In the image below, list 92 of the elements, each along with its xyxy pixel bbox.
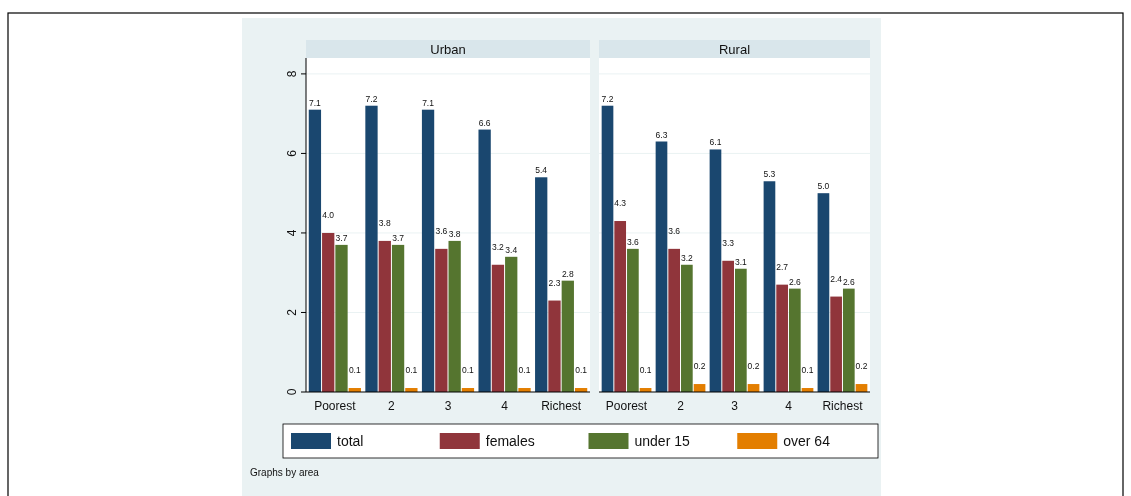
- legend-label: total: [337, 433, 364, 449]
- bar: [448, 240, 461, 392]
- data-label: 2.6: [788, 276, 801, 287]
- x-tick-label: Richest: [822, 399, 864, 413]
- bar: [817, 193, 830, 392]
- bar: [365, 105, 378, 392]
- data-label: 0.2: [747, 361, 760, 372]
- legend-label: females: [485, 433, 535, 449]
- data-label: 6.3: [655, 129, 668, 140]
- bar: [322, 232, 335, 392]
- x-tick-label: Poorest: [314, 399, 357, 413]
- bar: [505, 256, 518, 392]
- data-label: 3.6: [626, 236, 640, 247]
- data-label: 2.7: [776, 261, 789, 272]
- bar: [614, 221, 627, 392]
- bar: [681, 264, 693, 392]
- data-label: 3.8: [448, 228, 461, 239]
- text: Graphs by area: [250, 467, 320, 478]
- data-label: 5.3: [763, 169, 776, 180]
- x-tick-label: 2: [388, 399, 396, 413]
- legend-label: over 64: [783, 433, 831, 449]
- data-label: 0.1: [462, 365, 475, 376]
- data-label: 5.0: [817, 181, 830, 192]
- bar: [378, 240, 391, 392]
- x-tick-label: Richest: [541, 399, 582, 413]
- bar: [709, 149, 722, 392]
- bar: [842, 288, 855, 392]
- bar: [830, 296, 842, 392]
- bar: [308, 109, 322, 392]
- data-label: 3.4: [505, 244, 518, 255]
- bar: [491, 264, 505, 392]
- data-label: 3.7: [392, 232, 405, 243]
- data-label: 0.2: [855, 361, 868, 372]
- x-tick-label: 3: [731, 399, 739, 413]
- bar: [763, 181, 776, 392]
- data-label: 3.2: [680, 252, 694, 263]
- data-label: 7.2: [601, 93, 614, 104]
- bar: [627, 248, 639, 392]
- data-label: 3.7: [335, 232, 348, 243]
- data-label: 7.2: [365, 93, 378, 104]
- legend-label: under 15: [634, 433, 690, 449]
- data-label: 3.2: [492, 241, 505, 252]
- bar: [478, 129, 491, 392]
- x-tick-label: 4: [785, 399, 793, 413]
- bar: [561, 280, 574, 392]
- x-tick-label: 4: [501, 399, 509, 413]
- y-tick-label: 4: [285, 229, 299, 237]
- bar: [788, 288, 801, 392]
- bar: [435, 248, 448, 392]
- data-label: 7.1: [422, 97, 435, 108]
- data-label: 0.1: [405, 365, 418, 376]
- bar: [535, 177, 548, 392]
- y-tick-label: 0: [285, 388, 299, 396]
- bar: [548, 300, 561, 392]
- chart-title: Urban: [430, 42, 466, 57]
- data-label: 0.1: [575, 365, 588, 376]
- bar: [655, 141, 668, 392]
- x-tick-label: 2: [677, 399, 685, 413]
- bar: [421, 109, 435, 392]
- bar: [601, 105, 614, 392]
- data-label: 0.1: [518, 365, 531, 376]
- y-tick-label: 8: [285, 70, 299, 78]
- bar: [391, 244, 405, 392]
- data-label: 3.6: [668, 225, 681, 236]
- data-label: 2.6: [842, 276, 855, 287]
- data-label: 4.3: [614, 198, 627, 209]
- bar: [722, 260, 734, 392]
- data-label: 6.1: [709, 137, 722, 148]
- data-label: 3.3: [722, 237, 735, 248]
- data-label: 0.1: [639, 365, 652, 376]
- data-label: 3.1: [734, 256, 748, 267]
- y-tick-label: 6: [285, 149, 299, 157]
- data-label: 3.6: [435, 225, 448, 236]
- bar: [776, 284, 788, 392]
- data-label: 2.8: [561, 268, 574, 279]
- data-label: 2.4: [830, 273, 843, 284]
- bar: [668, 248, 681, 392]
- bar: [335, 244, 348, 392]
- chart-title: Rural: [718, 42, 751, 57]
- data-label: 0.2: [693, 361, 706, 372]
- data-label: 2.3: [548, 277, 561, 288]
- data-label: 0.1: [348, 365, 361, 376]
- data-label: 3.8: [378, 217, 391, 228]
- bar: [735, 268, 747, 392]
- y-tick-label: 2: [285, 308, 299, 316]
- data-label: 6.6: [478, 117, 491, 128]
- data-label: 0.1: [801, 365, 814, 376]
- data-label: 4.0: [322, 209, 335, 220]
- data-label: 7.1: [309, 97, 322, 108]
- x-tick-label: 3: [444, 399, 452, 413]
- x-tick-label: Poorest: [605, 399, 648, 413]
- data-label: 5.4: [535, 165, 548, 176]
